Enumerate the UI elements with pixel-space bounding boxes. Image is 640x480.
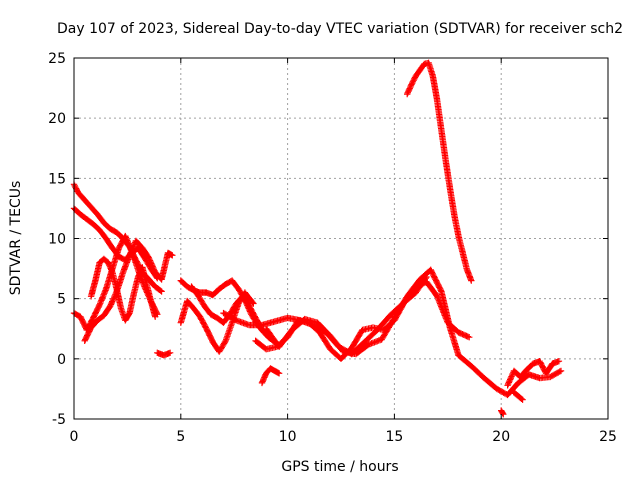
- data-point-marks: [404, 59, 475, 284]
- x-tick-label: 20: [492, 429, 510, 445]
- y-tick-label: 5: [57, 292, 66, 308]
- data-marks: [70, 59, 565, 418]
- y-tick-label: 20: [48, 111, 66, 127]
- x-tick-label: 5: [176, 429, 185, 445]
- series-track-e: [81, 237, 176, 344]
- series-track-o: [455, 352, 565, 399]
- data-point-marks: [188, 283, 278, 346]
- data-point-marks: [70, 181, 165, 295]
- grid: [74, 58, 608, 419]
- y-tick-label: 25: [48, 51, 66, 67]
- data-point-marks: [258, 365, 283, 387]
- series-track-p: [504, 358, 563, 389]
- data-point-marks: [510, 389, 526, 403]
- series-track-a: [70, 181, 165, 295]
- series-track-b: [70, 205, 161, 282]
- series-track-r: [498, 407, 507, 418]
- series-track-j: [258, 365, 283, 387]
- data-point-marks: [70, 205, 161, 282]
- data-point-marks: [81, 237, 176, 344]
- y-axis-title: SDTVAR / TECUs: [8, 181, 24, 296]
- y-tick-label: 10: [48, 232, 66, 248]
- series-track-f: [154, 349, 174, 359]
- x-axis-title: GPS time / hours: [281, 459, 398, 475]
- y-tick-label: -5: [52, 412, 66, 428]
- data-point-marks: [498, 407, 507, 418]
- data-point-marks: [263, 266, 462, 359]
- series-track-i: [188, 283, 278, 346]
- x-tick-label: 10: [279, 429, 297, 445]
- y-tick-label: 0: [57, 352, 66, 368]
- data-point-marks: [504, 358, 563, 389]
- series-track-m: [263, 266, 462, 359]
- y-tick-label: 15: [48, 171, 66, 187]
- data-point-marks: [455, 352, 565, 399]
- x-tick-label: 0: [70, 429, 79, 445]
- series-track-n: [404, 59, 475, 284]
- chart-title: Day 107 of 2023, Sidereal Day-to-day VTE…: [57, 21, 623, 37]
- x-tick-label: 25: [599, 429, 617, 445]
- series-track-q: [510, 389, 526, 403]
- data-point-marks: [154, 349, 174, 359]
- x-tick-label: 15: [385, 429, 403, 445]
